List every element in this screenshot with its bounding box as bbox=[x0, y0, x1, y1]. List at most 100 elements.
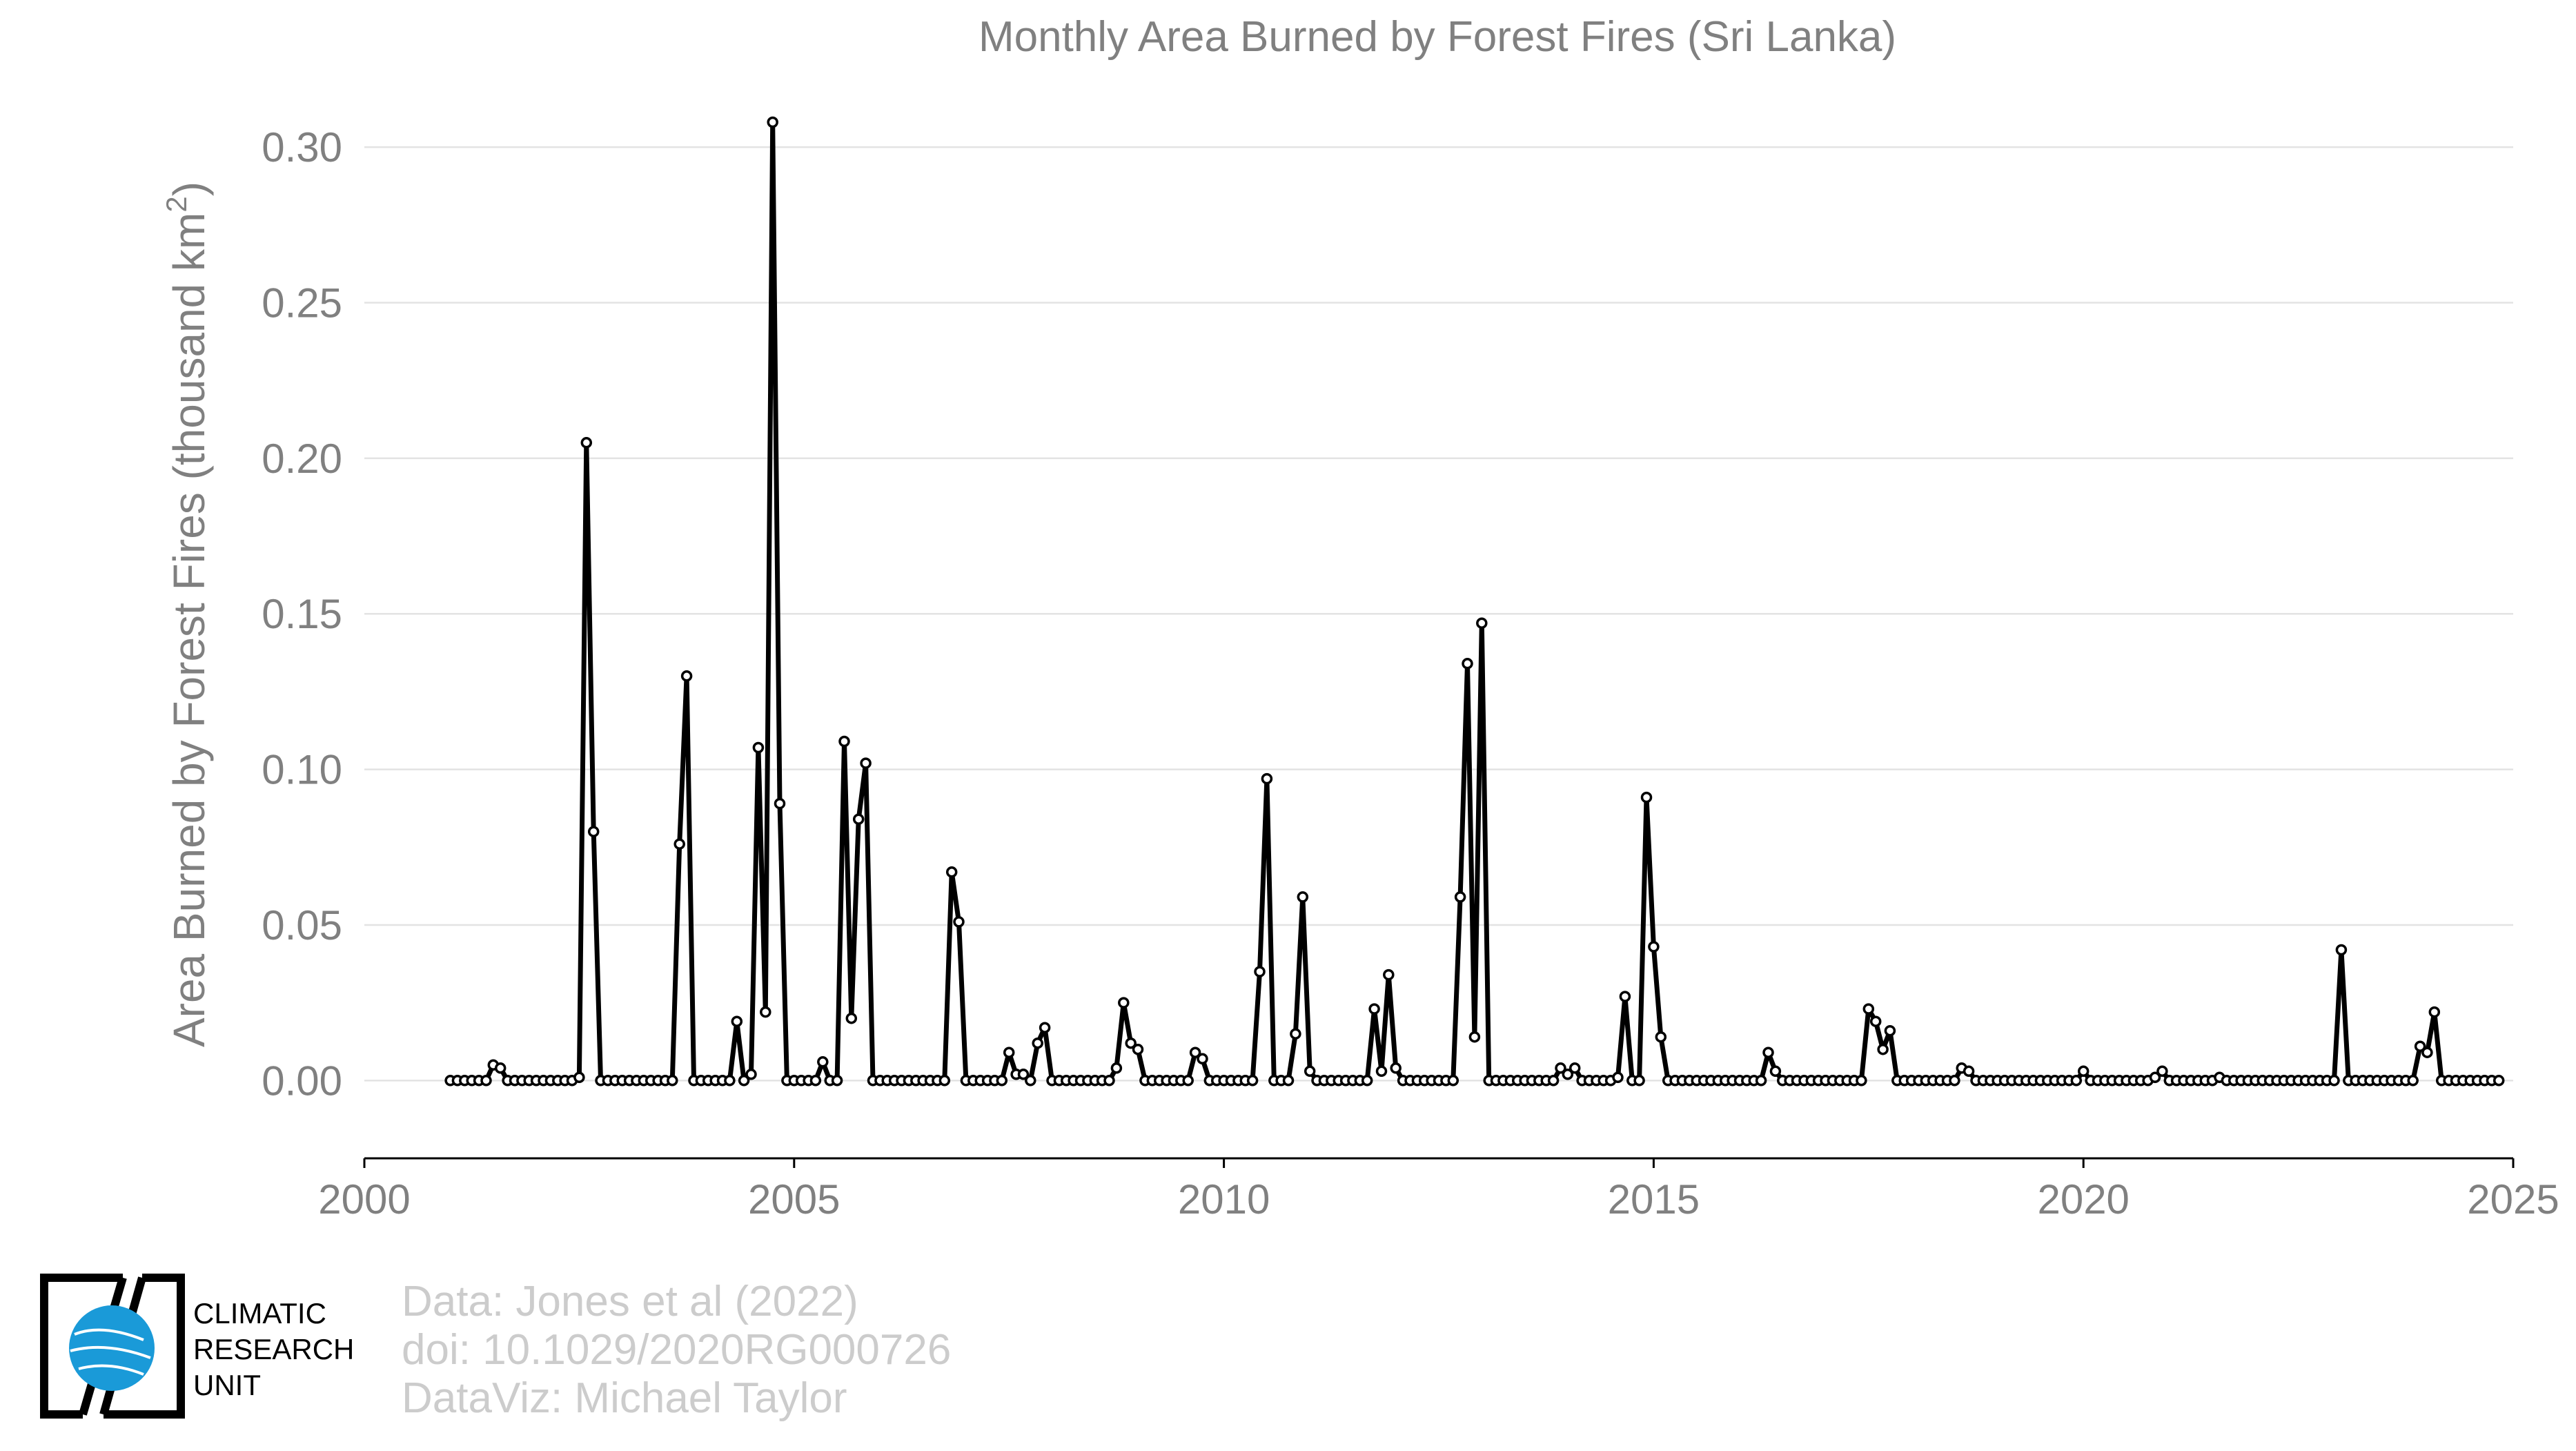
data-point bbox=[1569, 1062, 1581, 1074]
data-point bbox=[1261, 772, 1273, 785]
data-point bbox=[1125, 1037, 1137, 1049]
data-point bbox=[1282, 1075, 1295, 1087]
data-point bbox=[587, 826, 600, 837]
credit-doi: doi: 10.1029/2020RG000726 bbox=[402, 1326, 952, 1374]
data-point bbox=[667, 1075, 678, 1087]
data-point bbox=[1383, 968, 1395, 981]
data-point bbox=[2156, 1065, 2168, 1078]
data-point bbox=[1655, 1031, 1667, 1043]
x-tick-label: 2015 bbox=[1608, 1176, 1700, 1223]
data-point bbox=[1877, 1043, 1889, 1055]
data-point bbox=[2070, 1075, 2083, 1087]
data-point bbox=[1547, 1075, 1560, 1087]
data-point bbox=[1640, 791, 1653, 804]
data-point bbox=[1304, 1065, 1316, 1078]
x-tick-label: 2005 bbox=[748, 1176, 840, 1223]
data-point bbox=[817, 1056, 829, 1068]
data-point bbox=[1648, 941, 1660, 953]
series-points bbox=[444, 116, 2505, 1087]
data-point bbox=[2493, 1075, 2505, 1087]
data-point bbox=[1025, 1075, 1036, 1087]
data-point bbox=[731, 1015, 743, 1027]
data-point bbox=[2414, 1040, 2426, 1052]
data-point bbox=[1856, 1075, 1867, 1087]
data-point bbox=[1003, 1046, 1015, 1058]
data-point bbox=[1103, 1075, 1115, 1087]
data-point bbox=[1197, 1053, 1208, 1065]
data-point bbox=[767, 116, 778, 128]
data-point bbox=[996, 1075, 1008, 1087]
data-point bbox=[938, 1075, 951, 1087]
data-point bbox=[1132, 1043, 1144, 1055]
data-point bbox=[1762, 1046, 1774, 1058]
y-axis-label: Area Burned by Forest Fires (thousand km… bbox=[160, 182, 214, 1047]
x-tick-label: 2010 bbox=[1178, 1176, 1270, 1223]
data-point bbox=[1884, 1024, 1896, 1037]
data-point bbox=[1555, 1062, 1566, 1074]
data-point bbox=[2421, 1046, 2433, 1058]
data-point bbox=[953, 916, 965, 928]
data-point bbox=[1462, 658, 1473, 670]
data-point bbox=[2149, 1071, 2161, 1084]
data-point bbox=[1254, 966, 1266, 977]
data-point bbox=[774, 797, 786, 810]
data-point bbox=[2335, 944, 2348, 956]
data-point bbox=[494, 1062, 507, 1074]
data-point bbox=[1447, 1075, 1459, 1087]
data-point bbox=[838, 735, 850, 748]
data-point bbox=[1862, 1003, 1875, 1015]
data-point bbox=[1454, 891, 1466, 903]
data-point bbox=[1368, 1003, 1380, 1015]
data-point bbox=[1182, 1075, 1194, 1087]
data-point bbox=[945, 866, 958, 878]
data-point bbox=[1619, 991, 1631, 1002]
data-point bbox=[1562, 1069, 1574, 1080]
data-point bbox=[1110, 1062, 1123, 1074]
series-line bbox=[450, 119, 2499, 1083]
x-tick-label: 2000 bbox=[318, 1176, 410, 1223]
y-axis-ticks: 0.00 0.05 0.10 0.15 0.20 0.25 0.30 bbox=[262, 124, 342, 1104]
data-point bbox=[2077, 1065, 2090, 1078]
credit-dataviz: DataViz: Michael Taylor bbox=[402, 1374, 847, 1422]
data-point bbox=[831, 1075, 843, 1087]
x-tick-label: 2025 bbox=[2467, 1176, 2559, 1223]
x-tick-label: 2020 bbox=[2037, 1176, 2129, 1223]
credit-data-source: Data: Jones et al (2022) bbox=[402, 1278, 858, 1325]
logo-text-unit: UNIT bbox=[193, 1369, 261, 1401]
y-tick-label: 0.20 bbox=[262, 436, 342, 482]
data-point bbox=[1189, 1046, 1201, 1058]
logo-text-climatic: CLIMATIC bbox=[193, 1297, 326, 1330]
y-tick-label: 0.05 bbox=[262, 902, 342, 948]
data-point bbox=[674, 838, 685, 850]
data-point bbox=[1963, 1065, 1975, 1078]
data-point bbox=[573, 1071, 585, 1084]
data-point bbox=[1017, 1069, 1030, 1080]
data-point bbox=[1468, 1031, 1481, 1043]
y-tick-label: 0.25 bbox=[262, 280, 342, 326]
data-point bbox=[1375, 1065, 1388, 1078]
data-point bbox=[580, 437, 593, 449]
data-point bbox=[1032, 1037, 1043, 1049]
data-point bbox=[1118, 997, 1130, 1009]
data-point bbox=[745, 1069, 757, 1080]
data-point bbox=[760, 1006, 771, 1018]
data-point bbox=[1612, 1071, 1624, 1084]
data-point bbox=[1290, 1028, 1301, 1040]
data-point bbox=[845, 1012, 858, 1024]
data-point bbox=[480, 1075, 492, 1087]
data-point bbox=[1039, 1022, 1051, 1033]
x-axis-ticks: 2000 2005 2010 2015 2020 2025 bbox=[318, 1158, 2559, 1223]
logo-text-research: RESEARCH bbox=[193, 1333, 355, 1365]
data-point bbox=[1769, 1065, 1782, 1078]
data-point bbox=[1869, 1015, 1882, 1027]
data-point bbox=[2407, 1075, 2419, 1087]
cru-logo bbox=[40, 1274, 185, 1419]
data-point bbox=[1246, 1075, 1259, 1087]
data-point bbox=[1949, 1075, 1960, 1087]
data-point bbox=[724, 1075, 736, 1087]
data-point bbox=[809, 1075, 822, 1087]
gridlines bbox=[364, 146, 2513, 1082]
chart-title: Monthly Area Burned by Forest Fires (Sri… bbox=[979, 13, 1896, 61]
data-point bbox=[1361, 1075, 1373, 1087]
